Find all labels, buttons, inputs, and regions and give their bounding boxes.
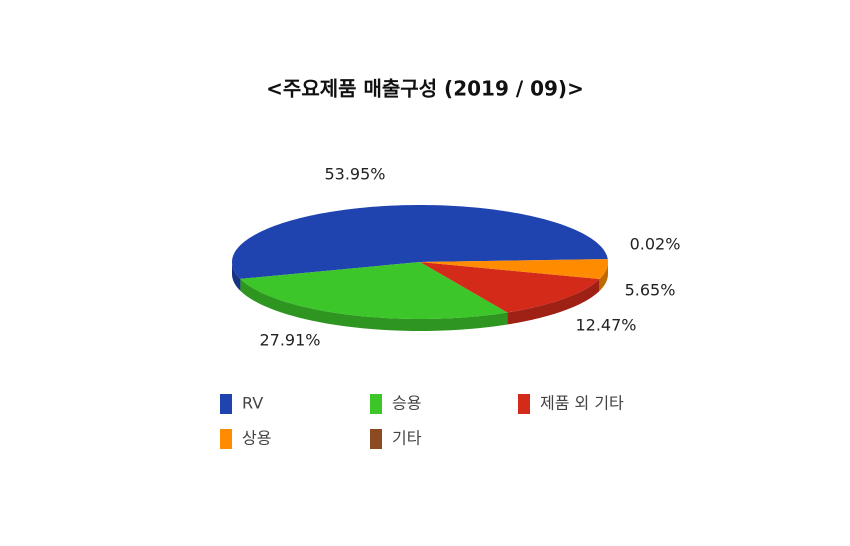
legend-label: 기타 (392, 429, 422, 448)
slice (420, 262, 600, 313)
slice-side (232, 262, 241, 291)
value-label: 53.95% (324, 165, 385, 184)
legend-label: RV (242, 394, 263, 413)
legend-label: 제품 외 기타 (540, 394, 624, 413)
legend-swatch (220, 429, 232, 449)
slice-side (507, 279, 600, 325)
legend-swatch (370, 394, 382, 414)
legend-swatch (518, 394, 530, 414)
slice (420, 259, 608, 280)
legend-label: 승용 (392, 394, 421, 413)
value-label: 0.02% (630, 235, 681, 254)
value-label: 5.65% (625, 281, 676, 300)
value-label: 27.91% (259, 331, 320, 350)
legend-swatch (220, 394, 232, 414)
slice (232, 205, 608, 279)
chart-title: <주요제품 매출구성 (2019 / 09)> (266, 77, 584, 101)
slice-side (599, 262, 608, 292)
value-label: 12.47% (575, 316, 636, 335)
legend-label: 상용 (242, 429, 271, 448)
slice (240, 262, 508, 319)
slice (420, 259, 608, 262)
slice-side (240, 278, 508, 331)
legend-swatch (370, 429, 382, 449)
